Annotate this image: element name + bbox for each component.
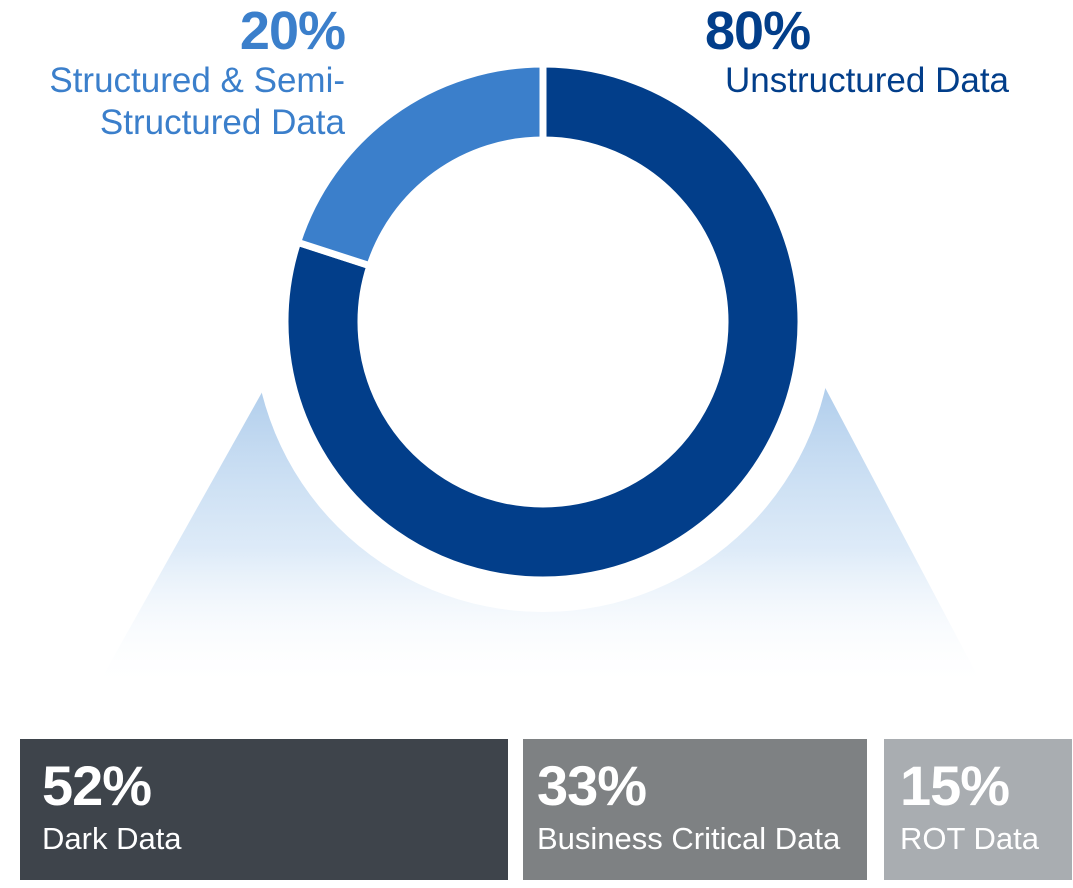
structured-data-name-line2: Structured Data bbox=[99, 103, 345, 142]
business-critical-data-segment: 33% Business Critical Data bbox=[523, 739, 867, 880]
structured-data-name-line1: Structured & Semi- bbox=[49, 61, 345, 100]
unstructured-data-percent: 80% bbox=[705, 1, 811, 61]
structured-data-percent: 20% bbox=[239, 1, 346, 61]
dark-data-name: Dark Data bbox=[42, 821, 182, 856]
structured-data-label: 20% Structured & Semi- Structured Data bbox=[0, 1, 346, 144]
dark-data-percent: 52% bbox=[42, 754, 152, 817]
business-critical-data-name: Business Critical Data bbox=[537, 821, 841, 856]
rot-data-name: ROT Data bbox=[900, 821, 1039, 856]
unstructured-data-label: 80% Unstructured Data bbox=[705, 2, 1065, 102]
donut-hole bbox=[361, 140, 725, 504]
unstructured-data-name: Unstructured Data bbox=[725, 61, 1010, 100]
rot-data-segment: 15% ROT Data bbox=[884, 739, 1072, 880]
dark-data-segment: 52% Dark Data bbox=[20, 739, 508, 880]
rot-data-percent: 15% bbox=[900, 754, 1010, 817]
business-critical-data-percent: 33% bbox=[537, 754, 647, 817]
